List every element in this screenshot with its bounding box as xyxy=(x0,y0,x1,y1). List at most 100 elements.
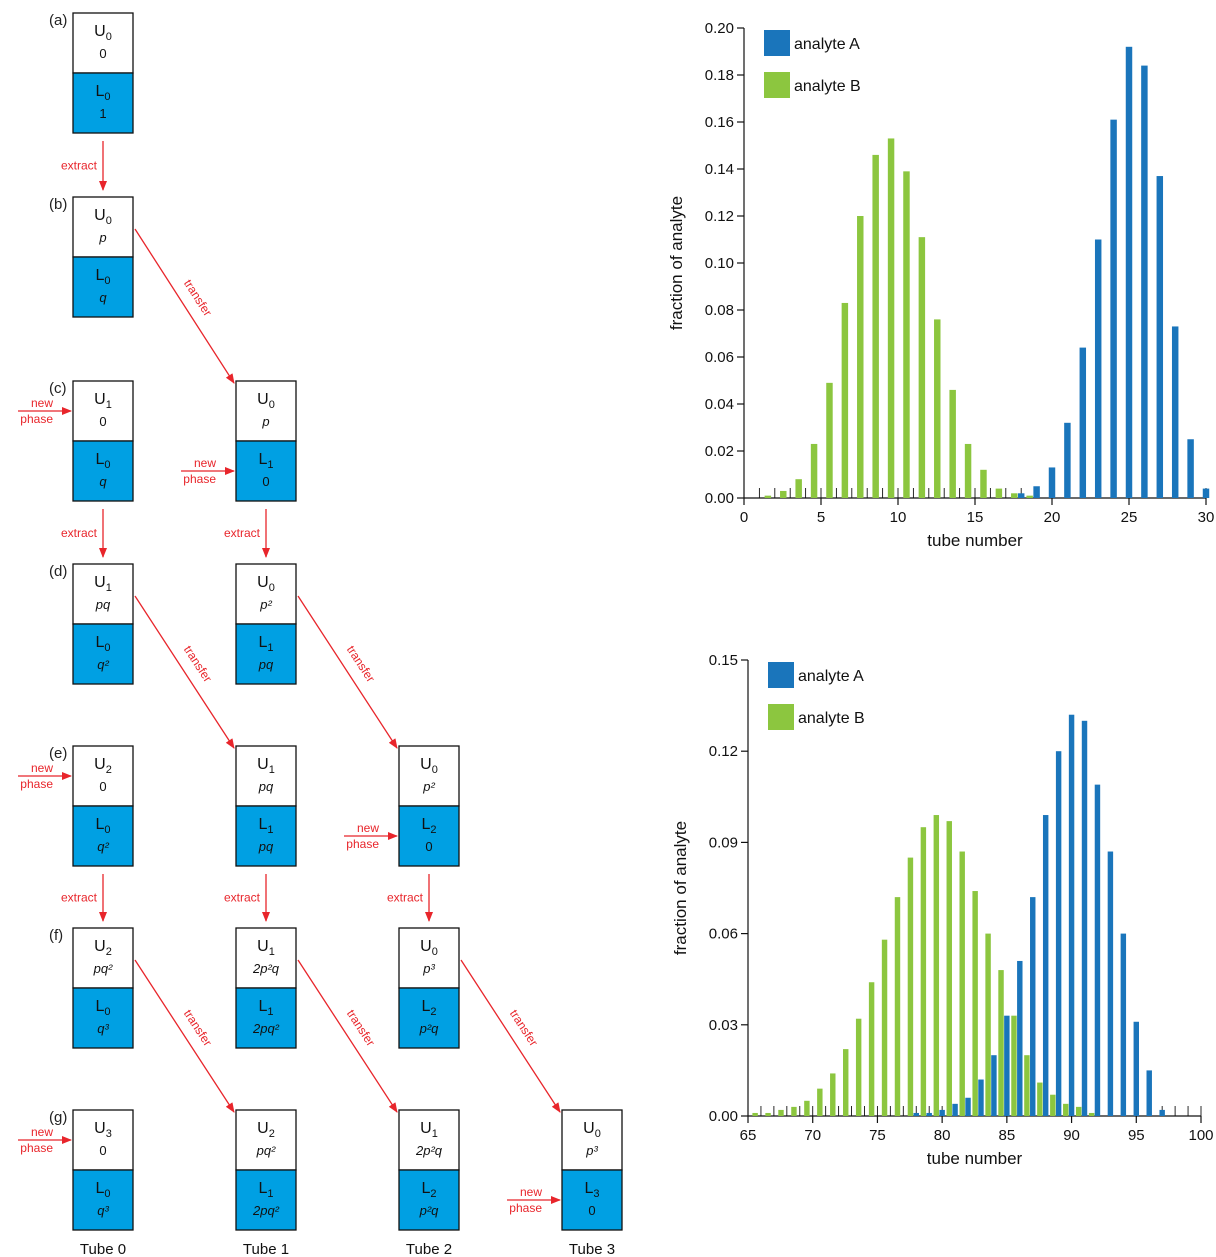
bar-analyte-b xyxy=(810,443,818,498)
bar-analyte-b xyxy=(1011,493,1018,498)
x-tick-label: 10 xyxy=(890,509,907,526)
upper-phase-box xyxy=(235,927,297,989)
upper-phase-fraction: pq xyxy=(258,779,274,794)
transfer-label: transfer xyxy=(181,1007,215,1049)
bar-analyte-b xyxy=(949,389,956,498)
upper-phase-box xyxy=(72,927,134,989)
bar-analyte-b xyxy=(1050,1094,1056,1116)
new-phase-label: new xyxy=(520,1185,542,1199)
new-phase-label: new xyxy=(31,1125,53,1139)
bar-analyte-b xyxy=(857,216,864,498)
y-tick-label: 0.04 xyxy=(705,396,734,413)
upper-phase-box xyxy=(72,745,134,807)
upper-phase-fraction: 0 xyxy=(99,46,106,61)
transfer-label: transfer xyxy=(181,277,215,319)
legend-swatch xyxy=(768,662,794,688)
legend-label: analyte A xyxy=(798,668,864,685)
bar-analyte-a xyxy=(939,1109,945,1116)
upper-phase-box xyxy=(72,380,134,442)
lower-phase-fraction: q² xyxy=(97,657,109,672)
upper-phase-fraction: p² xyxy=(422,779,435,794)
y-tick-label: 0.14 xyxy=(705,161,734,178)
lower-phase-fraction: q³ xyxy=(97,1203,109,1218)
lower-phase-label: L1 xyxy=(258,634,273,654)
bar-analyte-a xyxy=(978,1079,984,1116)
tube-label: Tube 3 xyxy=(569,1241,615,1257)
lower-phase-label: L1 xyxy=(258,1180,273,1200)
tube-cell: U3 0 L0 q³ xyxy=(72,1109,134,1231)
new-phase-label: phase xyxy=(20,777,53,791)
y-tick-label: 0.02 xyxy=(705,443,734,460)
lower-phase-label: L1 xyxy=(258,998,273,1018)
tube-cell: U0 p² L1 pq xyxy=(235,563,297,685)
upper-phase-fraction: 2p²q xyxy=(415,1143,443,1158)
upper-phase-fraction: p xyxy=(261,414,269,429)
bar-analyte-a xyxy=(1004,1015,1010,1116)
upper-phase-box xyxy=(398,1109,460,1171)
x-tick-label: 5 xyxy=(817,509,825,526)
legend-label: analyte A xyxy=(794,36,860,53)
upper-phase-label: U1 xyxy=(420,1120,438,1140)
lower-phase-label: L0 xyxy=(95,83,110,103)
new-phase-label: phase xyxy=(20,1141,53,1155)
transfer-arrow xyxy=(134,959,235,1113)
chart-bottom: 0.00 0.03 0.06 0.09 0.12 0.15 65 70 75 80 85 90 95 10… xyxy=(671,652,1214,1168)
bar-analyte-a xyxy=(1033,486,1040,498)
bar-analyte-b xyxy=(1024,1055,1030,1116)
upper-phase-label: U0 xyxy=(94,23,112,43)
x-tick-label: 95 xyxy=(1128,1127,1145,1144)
y-tick-label: 0.03 xyxy=(709,1017,738,1034)
bar-analyte-b xyxy=(959,851,965,1116)
tube-label: Tube 0 xyxy=(80,1241,126,1257)
legend-swatch xyxy=(768,704,794,730)
bar-analyte-b xyxy=(817,1088,823,1116)
lower-phase-label: L1 xyxy=(258,451,273,471)
bar-analyte-a xyxy=(1094,239,1102,498)
tube-cell: U1 pq L1 pq xyxy=(235,745,297,867)
lower-phase-box xyxy=(72,256,134,318)
bar-analyte-b xyxy=(868,982,875,1116)
y-tick-label: 0.08 xyxy=(705,302,734,319)
tube-cell: U0 p³ L3 0 xyxy=(561,1109,623,1231)
x-tick-label: 30 xyxy=(1198,509,1215,526)
bar-analyte-a xyxy=(1042,815,1049,1116)
bar-analyte-a xyxy=(1171,326,1179,498)
bar-analyte-b xyxy=(995,488,1003,498)
upper-phase-box xyxy=(235,1109,297,1171)
bar-analyte-a xyxy=(1094,784,1101,1116)
lower-phase-label: L0 xyxy=(95,998,110,1018)
bar-analyte-b xyxy=(752,1112,758,1116)
bar-analyte-a xyxy=(926,1112,932,1116)
bar-analyte-b xyxy=(791,1106,797,1116)
stage-label: (b) xyxy=(49,196,67,213)
tube-cell: U1 2p²q L2 p²q xyxy=(398,1109,460,1231)
y-tick-label: 0.00 xyxy=(705,490,734,507)
bar-analyte-b xyxy=(881,939,888,1116)
lower-phase-fraction: q² xyxy=(97,839,109,854)
transfer-label: transfer xyxy=(344,1007,378,1049)
bar-analyte-b xyxy=(946,821,952,1116)
upper-phase-label: U2 xyxy=(257,1120,275,1140)
tube-cell: U2 pq² L0 q³ xyxy=(72,927,134,1049)
bar-analyte-a xyxy=(1110,119,1117,499)
bar-analyte-a xyxy=(1125,46,1133,499)
lower-phase-box xyxy=(398,987,460,1049)
bar-analyte-a xyxy=(1048,467,1056,498)
y-tick-label: 0.09 xyxy=(709,834,738,851)
y-tick-label: 0.12 xyxy=(709,743,738,760)
bar-analyte-b xyxy=(1088,1112,1095,1116)
tube-cell: U0 p² L2 0 xyxy=(398,745,460,867)
lower-phase-label: L0 xyxy=(95,816,110,836)
tube-cell: U2 0 L0 q² xyxy=(72,745,134,867)
new-phase-label: phase xyxy=(509,1201,542,1215)
bar-analyte-b xyxy=(934,319,941,498)
transfer-label: transfer xyxy=(181,643,215,685)
lower-phase-label: L2 xyxy=(421,1180,436,1200)
bar-analyte-b xyxy=(830,1073,836,1116)
tube-label: Tube 1 xyxy=(243,1241,289,1257)
transfer-arrow xyxy=(297,595,398,749)
bar-analyte-b xyxy=(780,490,787,498)
bar-analyte-a xyxy=(1107,851,1114,1116)
legend-label: analyte B xyxy=(798,710,865,727)
